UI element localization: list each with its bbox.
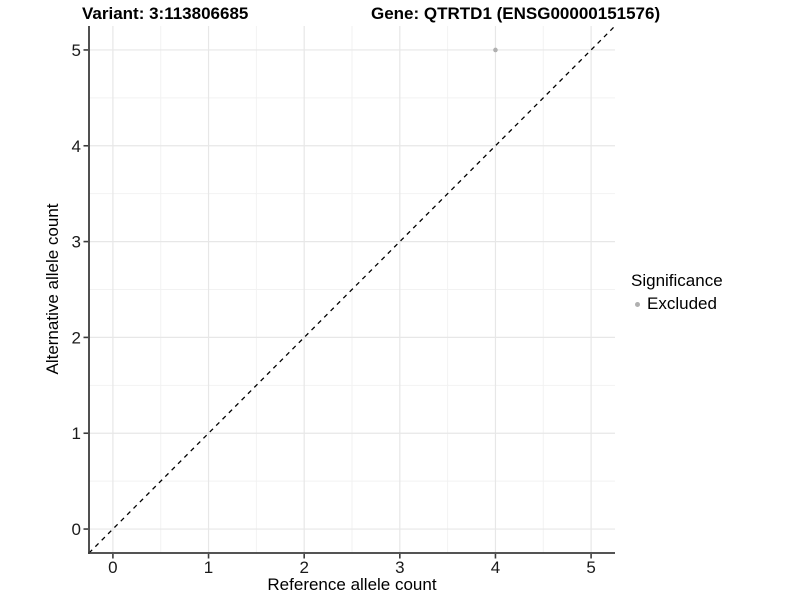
data-point [493,47,498,53]
legend: Significance Excluded [631,271,723,314]
y-tick-label: 4 [72,137,81,156]
gene-title: Gene: QTRTD1 (ENSG00000151576) [371,4,661,23]
x-tick-label: 1 [204,558,213,577]
y-tick-label: 1 [72,424,81,443]
y-tick-label: 5 [72,41,81,60]
y-tick-label: 3 [72,233,81,252]
excluded-point-icon [635,301,640,307]
identity-reference-line [88,25,616,554]
x-tick-label: 4 [491,558,500,577]
y-tick-label: 0 [72,520,81,539]
x-axis-title: Reference allele count [267,575,437,594]
x-tick-label: 3 [395,558,404,577]
y-axis-title: Alternative allele count [43,203,62,375]
x-tick-label: 5 [586,558,595,577]
x-tick-label: 2 [299,558,308,577]
legend-item-label: Excluded [647,294,717,313]
y-tick-label: 2 [72,328,81,347]
variant-title: Variant: 3:113806685 [82,4,249,23]
x-tick-label: 0 [108,558,117,577]
legend-title: Significance [631,271,723,290]
legend-item-excluded: Excluded [631,294,723,314]
